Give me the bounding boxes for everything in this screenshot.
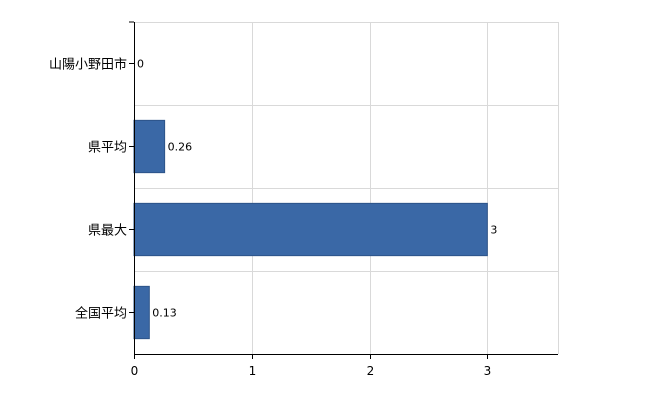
category-label: 山陽小野田市	[49, 57, 127, 73]
data-label: 0.13	[152, 307, 177, 320]
bar-3	[133, 285, 150, 340]
bar-1	[133, 119, 166, 174]
category-label: 全国平均	[75, 306, 127, 322]
category-label: 県最大	[88, 224, 127, 239]
x-tick-label: 3	[484, 364, 492, 378]
data-label: 3	[490, 224, 497, 237]
grid-layer	[134, 22, 559, 355]
x-tick-label: 0	[131, 364, 139, 378]
bar-2	[133, 202, 488, 257]
category-label: 県平均	[88, 141, 127, 156]
x-tick-label: 1	[249, 364, 257, 378]
label-layer: 山陽小野田市 0 県平均 0.26 県最大 3 全国平均 0.13 0 1 2 3	[49, 21, 497, 378]
data-label: 0	[137, 58, 144, 71]
x-tick-label: 2	[367, 364, 375, 378]
data-label: 0.26	[168, 141, 193, 154]
